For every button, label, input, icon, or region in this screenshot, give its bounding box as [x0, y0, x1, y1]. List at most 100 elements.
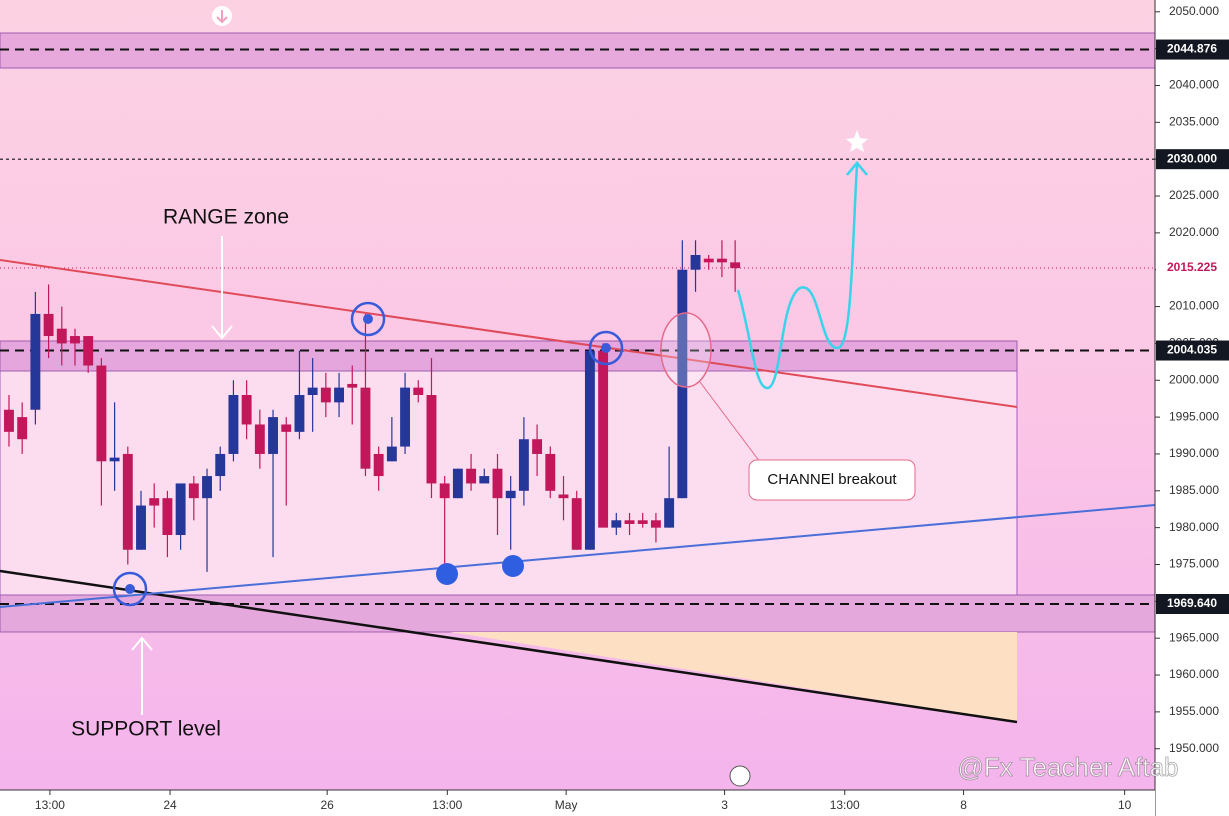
x-tick-label: 13:00 [830, 798, 860, 812]
candle-body [320, 387, 331, 403]
candle-body [716, 258, 727, 263]
candle-body [215, 453, 226, 477]
y-tick-label: 1990.000 [1169, 446, 1219, 460]
target-area [450, 632, 1017, 722]
candle-body [254, 424, 265, 454]
annotation-arrowhead [211, 325, 233, 340]
level-label: 1969.640 [1167, 596, 1217, 610]
range-label: RANGE zone [163, 206, 289, 229]
candle-body [334, 387, 345, 403]
y-tick-label: 2000.000 [1169, 372, 1219, 386]
level-label-box [1156, 593, 1229, 614]
candle-body [664, 498, 675, 528]
level-label-box [1156, 39, 1229, 60]
candle-body [268, 417, 278, 454]
candle-body [598, 350, 609, 528]
candle-body [545, 453, 556, 491]
candle-body [426, 395, 437, 484]
candle-body [281, 424, 292, 432]
candle-body [228, 395, 239, 454]
y-tick-label: 2020.000 [1169, 225, 1219, 239]
candle-body [43, 313, 54, 337]
price-grid [0, 48, 1155, 605]
candle-body [109, 457, 120, 462]
touch-marker [350, 301, 386, 337]
touch-dot [601, 343, 611, 353]
x-tick-label: 8 [960, 798, 967, 812]
y-tick-label: 1960.000 [1169, 667, 1219, 681]
touch-dot [125, 584, 135, 594]
touch-dot [363, 314, 373, 324]
candle-body [347, 383, 358, 388]
candle-body [452, 468, 463, 499]
candle-body [162, 498, 173, 536]
candle-body [492, 468, 503, 499]
watermark: @Fx Teacher Aftab [957, 752, 1178, 782]
icon-arrow [216, 10, 228, 24]
touch-marker [588, 330, 624, 366]
candle-body [122, 453, 133, 550]
y-tick-label: 2035.000 [1169, 115, 1219, 129]
y-tick-label: 1975.000 [1169, 557, 1219, 571]
x-tick-label: 24 [163, 798, 177, 812]
level-label-box [1156, 340, 1229, 361]
candle-body [83, 336, 94, 366]
candle-body [518, 439, 529, 491]
projection-arrow [846, 161, 868, 176]
candle-body [558, 494, 569, 499]
y-tick-label: 2025.000 [1169, 188, 1219, 202]
range-top-zone [0, 340, 1018, 372]
level-label: 2030.000 [1167, 151, 1217, 165]
support-zone [0, 594, 1156, 633]
candle-body [294, 395, 305, 432]
y-tick-label: 2010.000 [1169, 299, 1219, 313]
candle-body [571, 498, 582, 550]
candle-body [703, 258, 714, 263]
support-label: SUPPORT level [71, 718, 221, 741]
candle-body [70, 336, 80, 344]
x-tick-label: 10 [1118, 798, 1132, 812]
candle-body [30, 313, 41, 410]
x-tick-label: 13:00 [432, 798, 462, 812]
candle-body [532, 439, 543, 454]
candle-body [149, 498, 160, 506]
icon [729, 765, 751, 787]
x-tick-label: 13:00 [35, 798, 65, 812]
candles [4, 240, 741, 572]
candle-body [624, 520, 635, 524]
y-tick-label: 2040.000 [1169, 78, 1219, 92]
candle-body [637, 520, 648, 524]
candle-body [360, 387, 371, 469]
y-tick-label: 1995.000 [1169, 409, 1219, 423]
y-tick-label: 2050.000 [1169, 4, 1219, 18]
candle-body [439, 483, 450, 499]
candle-body [466, 468, 477, 484]
last-price-box [1156, 258, 1229, 279]
breakout-label: CHANNEl breakout [767, 471, 897, 488]
axes: 1950.0001955.0001960.0001965.0001970.000… [35, 4, 1229, 812]
candle-body [730, 262, 741, 269]
x-tick-label: 26 [320, 798, 334, 812]
support-trendline [0, 504, 1156, 608]
projection-path [736, 164, 859, 390]
candle-body [56, 328, 67, 344]
candle-body [677, 269, 688, 499]
annotation-arrowhead [131, 636, 153, 651]
candle-body [690, 254, 701, 270]
candle-body [202, 476, 212, 499]
y-tick-label: 1980.000 [1169, 520, 1219, 534]
candle-body [4, 409, 14, 432]
last-price-label: 2015.225 [1167, 260, 1217, 274]
candle-body [241, 395, 252, 425]
touch-dot [502, 555, 524, 577]
candle-body [307, 387, 318, 395]
candle-body [17, 417, 28, 440]
candle-body [188, 483, 199, 499]
y-tick-label: 1965.000 [1169, 630, 1219, 644]
level-label-box [1156, 149, 1229, 170]
callout-pointer [699, 381, 761, 463]
price-axis [1155, 0, 1229, 816]
candle-body [96, 365, 107, 462]
